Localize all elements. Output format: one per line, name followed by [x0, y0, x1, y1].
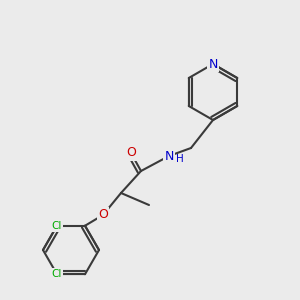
Text: O: O: [126, 146, 136, 160]
Text: Cl: Cl: [52, 269, 62, 279]
Text: N: N: [164, 149, 174, 163]
Text: O: O: [98, 208, 108, 221]
Text: H: H: [176, 154, 184, 164]
Text: N: N: [208, 58, 218, 70]
Text: Cl: Cl: [52, 221, 62, 231]
